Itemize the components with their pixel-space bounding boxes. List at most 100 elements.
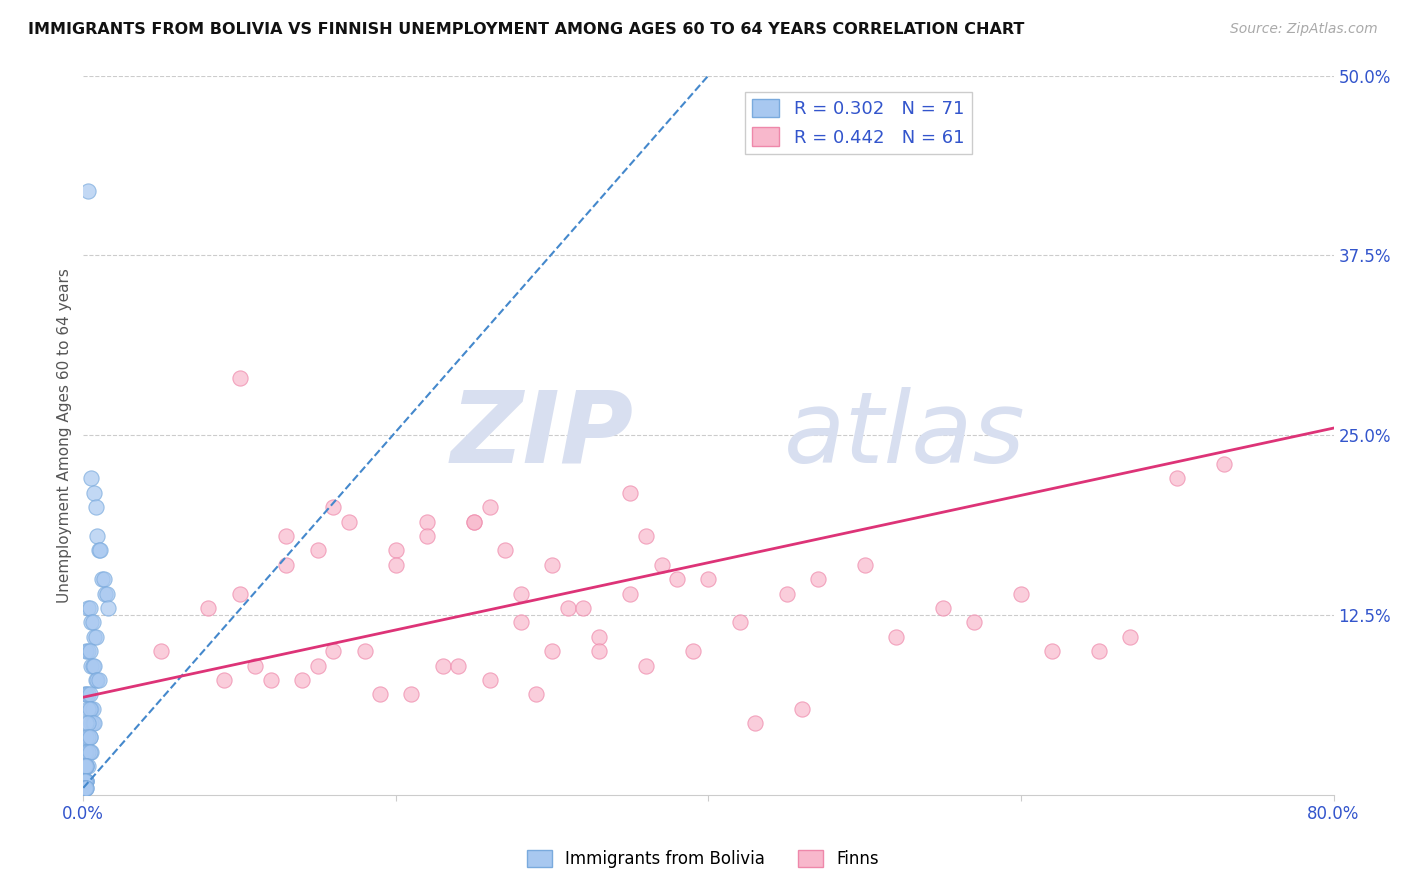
Point bbox=[84, 500, 107, 515]
Point bbox=[416, 529, 439, 543]
Text: IMMIGRANTS FROM BOLIVIA VS FINNISH UNEMPLOYMENT AMONG AGES 60 TO 64 YEARS CORREL: IMMIGRANTS FROM BOLIVIA VS FINNISH UNEMP… bbox=[28, 22, 1025, 37]
Point bbox=[353, 644, 375, 658]
Point bbox=[80, 745, 103, 759]
Point bbox=[73, 745, 96, 759]
Point bbox=[73, 759, 96, 773]
Point bbox=[96, 586, 118, 600]
Point bbox=[385, 543, 408, 558]
Point bbox=[75, 780, 97, 795]
Point bbox=[86, 529, 108, 543]
Point bbox=[634, 658, 657, 673]
Point bbox=[73, 773, 96, 788]
Point bbox=[77, 601, 100, 615]
Point bbox=[77, 731, 100, 745]
Point bbox=[80, 702, 103, 716]
Point bbox=[73, 687, 96, 701]
Point bbox=[80, 716, 103, 731]
Point bbox=[82, 615, 104, 630]
Point bbox=[385, 558, 408, 572]
Point bbox=[75, 687, 97, 701]
Point bbox=[509, 615, 531, 630]
Point bbox=[82, 658, 104, 673]
Point bbox=[75, 644, 97, 658]
Point bbox=[541, 644, 564, 658]
Point bbox=[75, 773, 97, 788]
Point bbox=[73, 780, 96, 795]
Point bbox=[291, 673, 314, 687]
Point bbox=[93, 572, 115, 586]
Text: ZIP: ZIP bbox=[450, 387, 633, 483]
Point bbox=[77, 687, 100, 701]
Point bbox=[1088, 644, 1111, 658]
Point bbox=[79, 687, 101, 701]
Point bbox=[77, 184, 100, 198]
Point bbox=[83, 658, 105, 673]
Point bbox=[73, 773, 96, 788]
Point bbox=[728, 615, 751, 630]
Point bbox=[619, 486, 641, 500]
Point bbox=[77, 759, 100, 773]
Point bbox=[526, 687, 548, 701]
Point bbox=[963, 615, 986, 630]
Point bbox=[307, 658, 329, 673]
Point bbox=[75, 773, 97, 788]
Point bbox=[337, 515, 360, 529]
Point bbox=[619, 586, 641, 600]
Point bbox=[478, 500, 501, 515]
Point bbox=[541, 558, 564, 572]
Point bbox=[150, 644, 173, 658]
Point bbox=[432, 658, 454, 673]
Point bbox=[75, 759, 97, 773]
Point bbox=[197, 601, 219, 615]
Point bbox=[73, 773, 96, 788]
Point bbox=[73, 773, 96, 788]
Legend: R = 0.302   N = 71, R = 0.442   N = 61: R = 0.302 N = 71, R = 0.442 N = 61 bbox=[745, 92, 972, 154]
Point bbox=[682, 644, 704, 658]
Point bbox=[94, 586, 117, 600]
Point bbox=[884, 630, 907, 644]
Point bbox=[322, 644, 344, 658]
Point bbox=[73, 780, 96, 795]
Point bbox=[557, 601, 579, 615]
Point bbox=[368, 687, 391, 701]
Point bbox=[228, 370, 250, 384]
Point bbox=[463, 515, 485, 529]
Point bbox=[83, 630, 105, 644]
Point bbox=[1166, 471, 1188, 485]
Point bbox=[80, 658, 103, 673]
Point bbox=[84, 673, 107, 687]
Point bbox=[79, 731, 101, 745]
Point bbox=[932, 601, 955, 615]
Point bbox=[87, 543, 110, 558]
Point bbox=[87, 673, 110, 687]
Point bbox=[307, 543, 329, 558]
Point bbox=[80, 471, 103, 485]
Point bbox=[75, 759, 97, 773]
Point bbox=[509, 586, 531, 600]
Point bbox=[478, 673, 501, 687]
Point bbox=[650, 558, 672, 572]
Point bbox=[212, 673, 235, 687]
Point bbox=[79, 601, 101, 615]
Point bbox=[463, 515, 485, 529]
Point bbox=[77, 716, 100, 731]
Point bbox=[416, 515, 439, 529]
Point bbox=[276, 529, 298, 543]
Legend: Immigrants from Bolivia, Finns: Immigrants from Bolivia, Finns bbox=[520, 843, 886, 875]
Point bbox=[97, 601, 120, 615]
Point bbox=[744, 716, 766, 731]
Point bbox=[73, 773, 96, 788]
Point bbox=[853, 558, 876, 572]
Point bbox=[322, 500, 344, 515]
Point bbox=[634, 529, 657, 543]
Point bbox=[75, 745, 97, 759]
Point bbox=[82, 702, 104, 716]
Point bbox=[79, 702, 101, 716]
Point bbox=[75, 716, 97, 731]
Point bbox=[73, 780, 96, 795]
Point bbox=[588, 630, 610, 644]
Point bbox=[1040, 644, 1063, 658]
Point bbox=[588, 644, 610, 658]
Point bbox=[75, 759, 97, 773]
Point bbox=[77, 702, 100, 716]
